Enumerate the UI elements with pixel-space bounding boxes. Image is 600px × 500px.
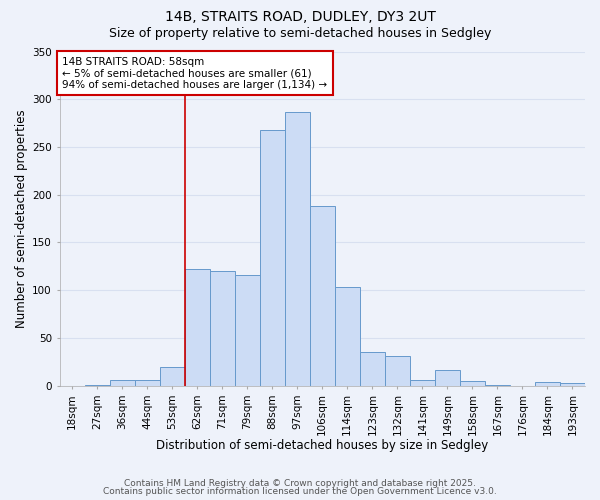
Text: Contains public sector information licensed under the Open Government Licence v3: Contains public sector information licen… xyxy=(103,487,497,496)
Bar xyxy=(310,206,335,386)
Text: 14B, STRAITS ROAD, DUDLEY, DY3 2UT: 14B, STRAITS ROAD, DUDLEY, DY3 2UT xyxy=(164,10,436,24)
X-axis label: Distribution of semi-detached houses by size in Sedgley: Distribution of semi-detached houses by … xyxy=(156,440,488,452)
Bar xyxy=(160,368,185,386)
Bar xyxy=(134,380,160,386)
Text: Contains HM Land Registry data © Crown copyright and database right 2025.: Contains HM Land Registry data © Crown c… xyxy=(124,478,476,488)
Bar xyxy=(385,356,410,386)
Bar xyxy=(260,130,285,386)
Bar xyxy=(235,275,260,386)
Text: 14B STRAITS ROAD: 58sqm
← 5% of semi-detached houses are smaller (61)
94% of sem: 14B STRAITS ROAD: 58sqm ← 5% of semi-det… xyxy=(62,56,328,90)
Y-axis label: Number of semi-detached properties: Number of semi-detached properties xyxy=(15,109,28,328)
Bar xyxy=(460,381,485,386)
Bar xyxy=(360,352,385,386)
Bar xyxy=(85,384,110,386)
Bar xyxy=(485,384,510,386)
Bar xyxy=(435,370,460,386)
Bar xyxy=(335,288,360,386)
Bar xyxy=(185,269,209,386)
Bar xyxy=(110,380,134,386)
Text: Size of property relative to semi-detached houses in Sedgley: Size of property relative to semi-detach… xyxy=(109,28,491,40)
Bar xyxy=(560,382,585,386)
Bar xyxy=(285,112,310,386)
Bar xyxy=(410,380,435,386)
Bar xyxy=(209,271,235,386)
Bar xyxy=(535,382,560,386)
